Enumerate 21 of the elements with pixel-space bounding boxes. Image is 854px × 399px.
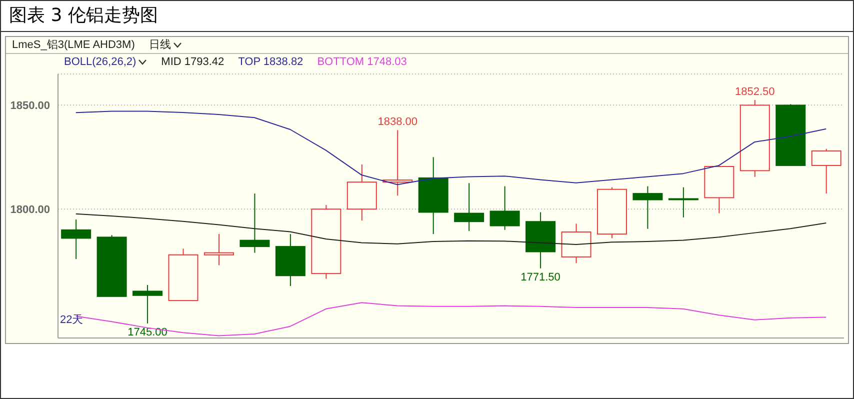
legend-title: BOLL(26,26,2) [64,56,138,68]
text: 日线 [148,39,171,51]
text: MID 1793.42 [161,56,224,68]
annotation: 1771.50 [520,271,560,284]
candlestick [668,186,698,218]
line-series [75,110,827,186]
text: TOP 1838.82 [238,56,304,68]
annotation: 1745.00 [128,326,168,338]
candlestick [204,234,234,266]
line-series [75,213,827,245]
annotation: 22天 [60,313,84,327]
candlestick [632,186,663,230]
annotation: 1838.00 [378,116,418,128]
y-tick-label: 1850.00 [10,100,50,112]
text: LmeS_铝3(LME AHD3M) [12,39,135,51]
annotation: 1852.50 [735,86,775,98]
y-tick-label: 1800.00 [10,204,50,216]
candlestick [132,284,163,324]
text: BOTTOM 1748.03 [317,56,407,68]
candlestick [240,193,270,254]
chart-title: 图表 3 伦铝走势图 [1,1,853,32]
